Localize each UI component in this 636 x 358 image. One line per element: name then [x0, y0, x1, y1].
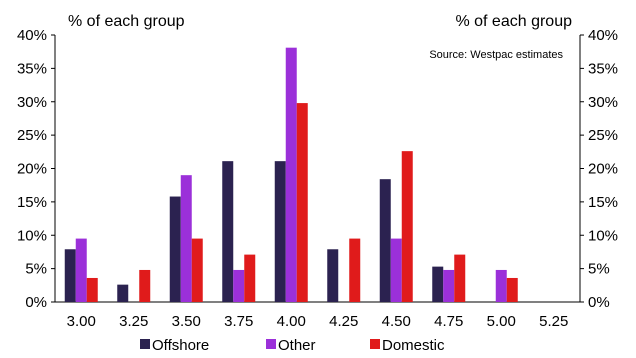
right-y-tick-label: 30% — [588, 94, 618, 111]
bar-offshore-3.25 — [117, 284, 129, 302]
left-y-tick-label: 40% — [17, 27, 47, 44]
right-y-tick-label: 15% — [588, 194, 618, 211]
x-tick-label: 3.00 — [67, 313, 96, 330]
right-y-tick-label: 0% — [588, 294, 610, 311]
left-y-tick-label: 5% — [25, 261, 47, 278]
bar-domestic-5.00 — [506, 277, 518, 302]
bar-offshore-4.50 — [379, 179, 391, 302]
bar-other-4.50 — [390, 238, 402, 302]
right-y-tick-label: 20% — [588, 161, 618, 178]
bar-other-3.00 — [75, 238, 87, 302]
bar-offshore-4.25 — [327, 249, 339, 302]
plot-area: 0% 0% 5% 5% 10% 10% 15% 15% 20% 20% 25% 25% 30% 30% 35… — [17, 27, 618, 330]
right-y-tick-label: 25% — [588, 127, 618, 144]
right-y-tick-label: 40% — [588, 27, 618, 44]
bar-offshore-3.00 — [64, 249, 76, 302]
bar-domestic-4.25 — [349, 238, 361, 302]
bar-other-3.50 — [180, 175, 192, 302]
bar-other-4.75 — [443, 269, 455, 302]
bar-other-4.00 — [285, 47, 297, 303]
bar-other-3.75 — [233, 269, 245, 302]
bar-domestic-3.75 — [244, 254, 256, 302]
x-tick-label: 3.75 — [224, 313, 253, 330]
bar-domestic-4.75 — [454, 254, 466, 302]
bar-domestic-3.25 — [139, 269, 151, 302]
right-y-tick-label: 10% — [588, 227, 618, 244]
bar-offshore-3.50 — [169, 196, 181, 302]
legend: Offshore Other Domestic — [140, 337, 445, 354]
x-tick-label: 5.25 — [539, 313, 568, 330]
left-y-tick-label: 25% — [17, 127, 47, 144]
legend-label-other: Other — [278, 337, 316, 354]
left-y-tick-label: 35% — [17, 60, 47, 77]
legend-label-offshore: Offshore — [152, 337, 209, 354]
x-tick-label: 3.50 — [172, 313, 201, 330]
bar-domestic-4.50 — [401, 151, 413, 302]
left-y-tick-label: 10% — [17, 227, 47, 244]
bar-domestic-3.50 — [191, 238, 203, 302]
left-y-tick-label: 0% — [25, 294, 47, 311]
legend-swatch-domestic — [370, 339, 380, 349]
right-y-tick-label: 5% — [588, 261, 610, 278]
x-tick-label: 5.00 — [487, 313, 516, 330]
x-tick-label: 4.50 — [382, 313, 411, 330]
bar-domestic-3.00 — [86, 277, 98, 302]
bar-offshore-3.75 — [222, 161, 234, 302]
bar-offshore-4.75 — [432, 266, 444, 302]
legend-label-domestic: Domestic — [382, 337, 445, 354]
right-axis-unit: % of each group — [455, 13, 572, 30]
left-axis-unit: % of each group — [68, 13, 185, 30]
x-tick-label: 3.25 — [119, 313, 148, 330]
left-y-tick-label: 20% — [17, 161, 47, 178]
left-y-tick-label: 15% — [17, 194, 47, 211]
legend-swatch-other — [266, 339, 276, 349]
bar-offshore-4.00 — [274, 161, 286, 302]
right-y-tick-label: 35% — [588, 60, 618, 77]
bar-other-5.00 — [495, 269, 507, 302]
x-tick-label: 4.25 — [329, 313, 358, 330]
x-tick-label: 4.00 — [277, 313, 306, 330]
x-tick-label: 4.75 — [434, 313, 463, 330]
bar-domestic-4.00 — [296, 103, 308, 303]
left-y-tick-label: 30% — [17, 94, 47, 111]
source-note: Source: Westpac estimates — [429, 49, 563, 61]
legend-swatch-offshore — [140, 339, 150, 349]
